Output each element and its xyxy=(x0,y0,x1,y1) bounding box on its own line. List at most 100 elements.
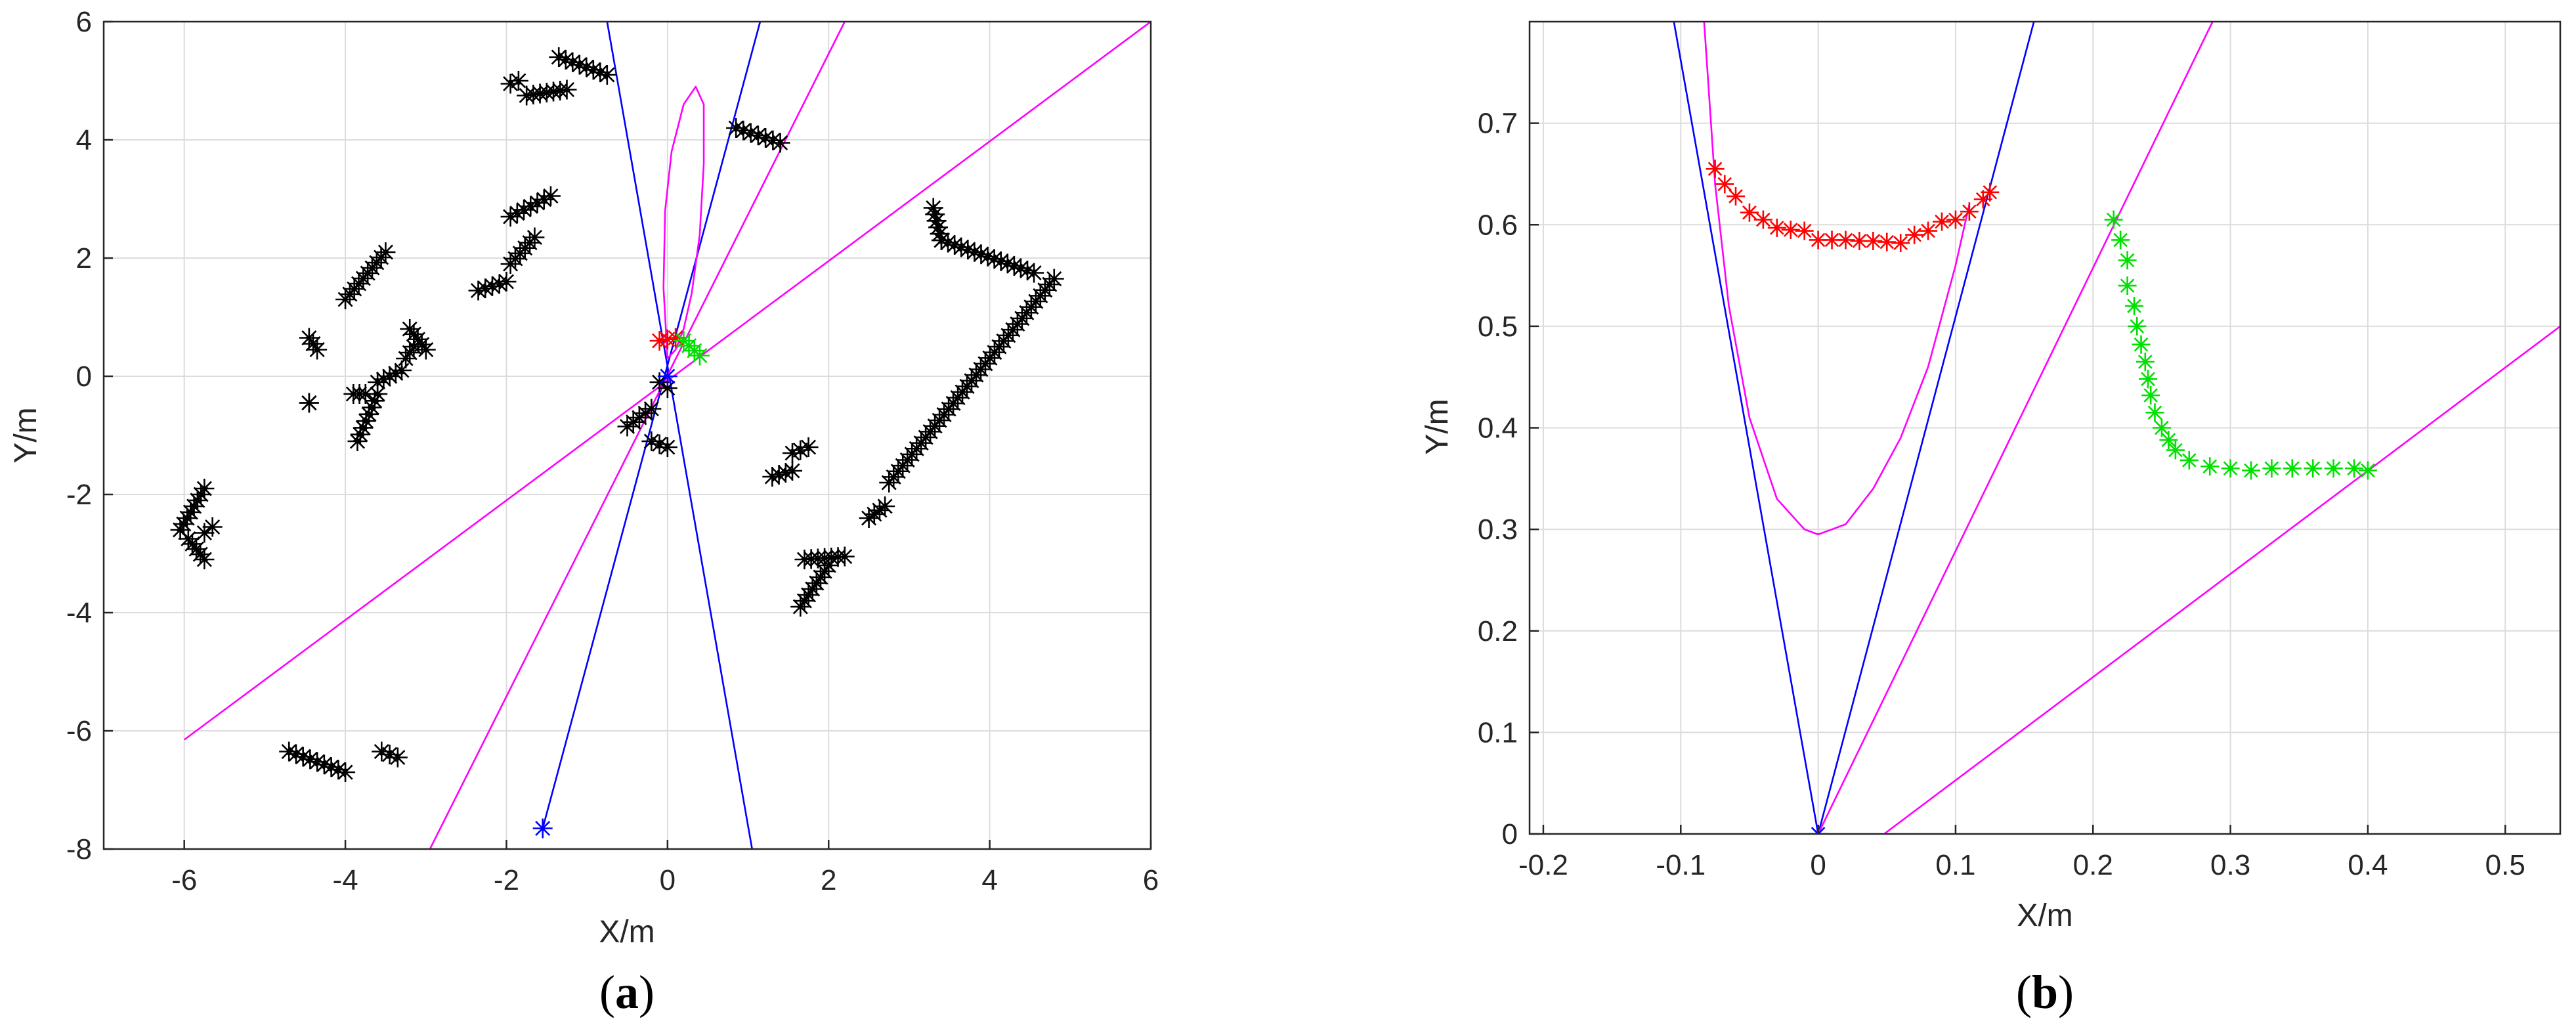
x-tick-label: -2 xyxy=(494,864,519,896)
marker-obstacle-stroke xyxy=(652,436,668,452)
marker-obstacle-stroke xyxy=(792,442,808,458)
marker-obstacle-stroke xyxy=(532,85,548,102)
marker-target-green xyxy=(2200,457,2220,476)
marker-obstacle-stroke xyxy=(1013,260,1029,276)
caption-a-close: ) xyxy=(639,966,655,1018)
marker-target-green xyxy=(2128,317,2147,336)
marker-obstacle-stroke xyxy=(993,253,1009,269)
marker-obstacle-stroke xyxy=(660,380,676,396)
caption-a-open: ( xyxy=(599,966,615,1018)
marker-obstacle-stroke xyxy=(750,127,766,143)
marker-obstacle-stroke xyxy=(543,188,559,204)
marker-obstacle-stroke xyxy=(773,135,788,151)
marker-obstacle-stroke xyxy=(324,759,339,775)
marker-obstacle-stroke xyxy=(305,336,321,352)
marker-obstacle xyxy=(500,74,521,94)
marker-obstacle-stroke xyxy=(572,57,588,73)
marker-obstacle-stroke xyxy=(801,439,817,455)
series-target-green xyxy=(2104,210,2377,480)
caption-b: (b) xyxy=(2016,966,2074,1018)
marker-target-red xyxy=(1981,183,2000,202)
series-obstacle xyxy=(170,47,1064,782)
marker-obstacle xyxy=(859,508,879,528)
marker-obstacle xyxy=(770,133,790,153)
marker-obstacle xyxy=(416,339,436,360)
marker-obstacle xyxy=(540,186,561,206)
marker-target-red xyxy=(1822,230,1841,250)
marker-obstacle-stroke xyxy=(330,762,346,777)
x-tick-label: 0.2 xyxy=(2073,849,2113,881)
marker-target-green xyxy=(2111,230,2130,250)
marker-obstacle xyxy=(555,49,576,70)
marker-obstacle-stroke xyxy=(281,743,297,760)
marker-obstacle xyxy=(368,384,388,404)
marker-target-red-stroke xyxy=(668,330,683,346)
marker-target-green xyxy=(2145,403,2164,422)
marker-obstacle xyxy=(657,437,677,457)
series-target-green xyxy=(674,331,710,366)
y-tick-label: 0.2 xyxy=(1478,615,1518,647)
marker-obstacle xyxy=(790,597,811,617)
x-tick-label: 0.1 xyxy=(1935,849,1975,881)
marker-obstacle xyxy=(508,71,528,91)
plot-area-b xyxy=(1673,22,2560,834)
marker-obstacle-stroke xyxy=(599,67,615,83)
marker-target-red xyxy=(1781,220,1800,239)
marker-obstacle xyxy=(303,334,323,354)
marker-obstacle-stroke xyxy=(1046,271,1062,287)
x-tick-label: -0.1 xyxy=(1656,849,1706,881)
marker-target-red-stroke xyxy=(1935,214,1949,229)
x-tick-label: -0.2 xyxy=(1518,849,1568,881)
marker-target-green-stroke xyxy=(692,347,708,364)
marker-obstacle xyxy=(400,343,420,362)
marker-obstacle-stroke xyxy=(940,235,956,251)
marker-target-red xyxy=(1878,232,1897,251)
marker-obstacle-stroke xyxy=(552,83,568,98)
marker-obstacle-stroke xyxy=(390,749,406,766)
marker-obstacle-stroke xyxy=(370,386,385,402)
marker-obstacle-stroke xyxy=(929,213,945,229)
marker-target-red-stroke xyxy=(1962,204,1977,219)
marker-obstacle-stroke xyxy=(934,232,949,248)
marker-target-green xyxy=(2324,459,2343,478)
marker-target-red xyxy=(1767,218,1786,237)
marker-obstacle-stroke xyxy=(301,330,317,346)
marker-obstacle-stroke xyxy=(930,219,946,235)
marker-obstacle-stroke xyxy=(511,73,526,89)
marker-obstacle-stroke xyxy=(558,52,574,68)
marker-origin xyxy=(532,818,553,839)
marker-target-green xyxy=(2132,335,2151,354)
marker-obstacle-stroke xyxy=(337,764,353,780)
y-tick-label: 0.4 xyxy=(1478,412,1518,445)
series-target-red xyxy=(1706,160,2000,253)
marker-obstacle-stroke xyxy=(196,481,212,496)
tick-labels-a: -6 -4 -2 0 2 4 6 -8 -6 -4 -2 0 2 4 6 xyxy=(66,6,1159,896)
marker-obstacle-stroke xyxy=(406,339,421,355)
marker-target-red-stroke xyxy=(1797,223,1812,238)
marker-obstacle xyxy=(335,762,356,782)
marker-target-red-stroke xyxy=(1756,212,1771,227)
marker-obstacle-stroke xyxy=(196,525,212,541)
marker-obstacle xyxy=(387,747,408,768)
marker-target-green xyxy=(2166,441,2185,460)
marker-target-green xyxy=(2304,459,2323,478)
marker-obstacle-stroke xyxy=(205,519,221,535)
caption-a-letter: a xyxy=(615,966,639,1018)
marker-origin-stroke xyxy=(1816,827,1826,834)
marker-obstacle xyxy=(396,349,416,368)
marker-obstacle-stroke xyxy=(526,229,542,246)
boundary-line xyxy=(606,22,753,849)
boundary-line xyxy=(1817,22,2214,834)
marker-target-green-stroke xyxy=(2347,461,2361,476)
marker-obstacle xyxy=(372,741,392,762)
y-tick-label: -4 xyxy=(66,597,92,629)
series-origin xyxy=(532,366,677,839)
x-tick-label: 0.4 xyxy=(2348,849,2388,881)
marker-target-green xyxy=(2141,386,2160,405)
marker-target-green xyxy=(2358,461,2377,480)
marker-obstacle xyxy=(798,585,819,605)
marker-obstacle xyxy=(875,496,895,516)
marker-obstacle-stroke xyxy=(758,130,773,146)
marker-obstacle-stroke xyxy=(784,445,800,461)
